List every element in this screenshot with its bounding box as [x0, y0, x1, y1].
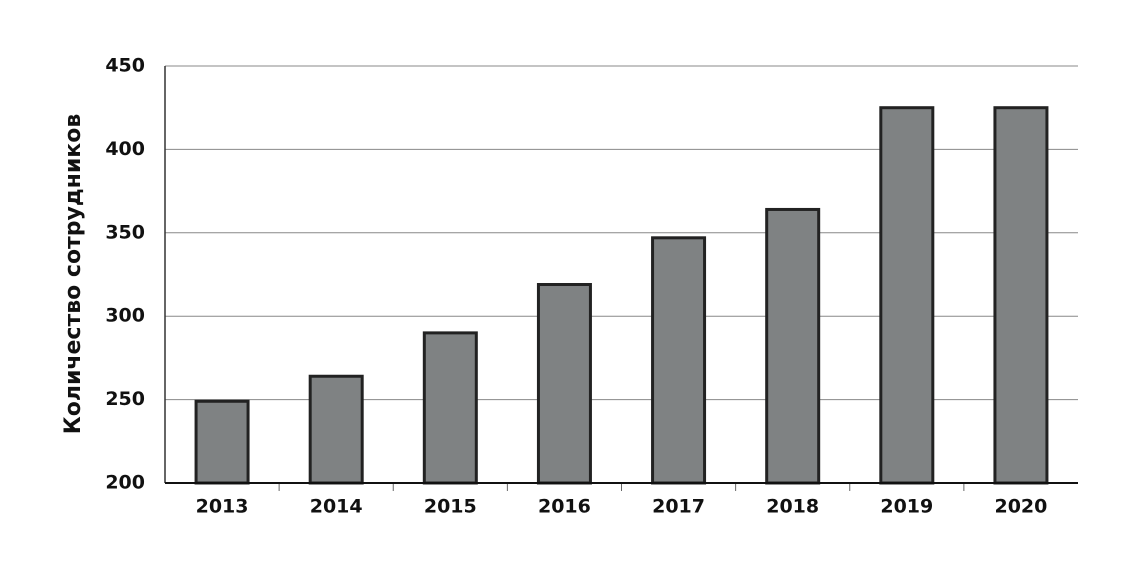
y-tick-label: 200 [105, 472, 145, 494]
bar [765, 207, 821, 485]
bar [651, 236, 707, 485]
x-tick-label: 2015 [424, 496, 477, 518]
y-tick-label: 400 [105, 138, 145, 160]
bar [308, 374, 364, 485]
y-tick-label: 450 [105, 55, 145, 77]
x-tick-label: 2014 [310, 496, 363, 518]
x-tick-label: 2016 [538, 496, 591, 518]
x-tick-label: 2018 [766, 496, 819, 518]
x-tick-label: 2017 [652, 496, 705, 518]
bar [993, 106, 1049, 485]
x-tick-label: 2013 [196, 496, 249, 518]
bar [422, 331, 478, 485]
bar [194, 399, 250, 485]
x-tick-label: 2020 [994, 496, 1047, 518]
x-tick-label: 2019 [880, 496, 933, 518]
bar [536, 283, 592, 485]
y-tick-label: 350 [105, 221, 145, 243]
y-tick-label: 250 [105, 388, 145, 410]
y-tick-label: 300 [105, 305, 145, 327]
bar [879, 106, 935, 485]
y-axis-label: Количество сотрудников [61, 114, 86, 434]
